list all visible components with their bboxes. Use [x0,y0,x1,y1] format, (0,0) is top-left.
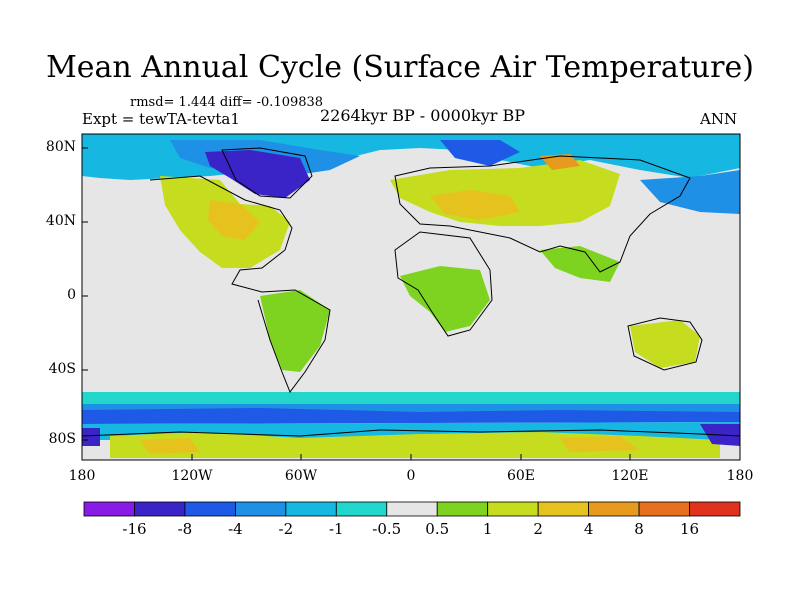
temperature-difference-map [81,133,741,461]
north-pacific-cold-region [640,170,740,214]
longitude-label: 120W [171,468,213,484]
latitude-label: 40S [48,361,76,377]
colorbar-swatch [588,501,640,517]
colorbar-swatch [436,501,489,517]
colorbar-label: 4 [583,520,594,538]
barents-cold-region [440,140,520,166]
season-label: ANN [700,110,738,128]
latitude-label: 80S [48,431,76,447]
colorbar-swatch [386,501,438,517]
period-label: 2264kyr BP - 0000kyr BP [320,106,525,125]
colorbar-label: 0.5 [425,520,450,538]
colorbar-swatch [335,501,388,517]
eurasia-amber-region [430,190,520,220]
southern-ocean-deep-band [82,408,740,424]
colorbar-swatch [83,501,135,517]
longitude-label: 180 [68,468,96,484]
colorbar [83,501,741,517]
map-title: Mean Annual Cycle (Surface Air Temperatu… [46,50,754,85]
longitude-label: 60E [506,468,536,484]
colorbar-swatch [234,501,287,517]
australia-warm-region [630,320,700,368]
longitude-label: 0 [406,468,416,484]
antarctic-amber-region [140,436,640,454]
greenland-cold-region [205,150,310,198]
colorbar-swatch [689,501,741,517]
colorbar-label: 16 [679,520,700,538]
latitude-label: 40N [45,213,76,229]
colorbar-swatch [184,501,236,517]
colorbar-label: -0.5 [372,520,402,538]
colorbar-label: -4 [228,520,243,538]
colorbar-label: 8 [634,520,644,538]
longitude-ticks [81,454,741,460]
latitude-ticks [82,147,88,441]
stats-label: rmsd= 1.444 diff= -0.109838 [130,95,324,110]
longitude-label: 60W [284,468,318,484]
colorbar-swatch [487,501,539,517]
north-america-amber-region [208,200,260,240]
south-asia-warm-region [540,246,620,282]
colorbar-label: -16 [122,520,147,538]
colorbar-swatch [285,501,337,517]
colorbar-label: -8 [177,520,193,538]
longitude-label: 180 [726,468,754,484]
colorbar-label: 2 [533,520,543,538]
africa-warm-region [400,266,490,332]
latitude-label: 0 [67,287,76,303]
colorbar-swatch [537,501,590,517]
colorbar-swatch [638,501,690,517]
colorbar-swatch [134,501,186,517]
longitude-label: 120E [611,468,649,484]
colorbar-label: -1 [328,520,344,538]
siberia-warm-region [540,154,580,170]
latitude-label: 80N [45,139,76,155]
colorbar-label: -2 [278,520,294,538]
south-america-warm-region [260,290,330,372]
colorbar-label: 1 [482,520,493,538]
southern-ocean-cyan-band [82,392,740,404]
coastlines [81,147,741,437]
experiment-label: Expt = tewTA-tevta1 [82,110,240,128]
